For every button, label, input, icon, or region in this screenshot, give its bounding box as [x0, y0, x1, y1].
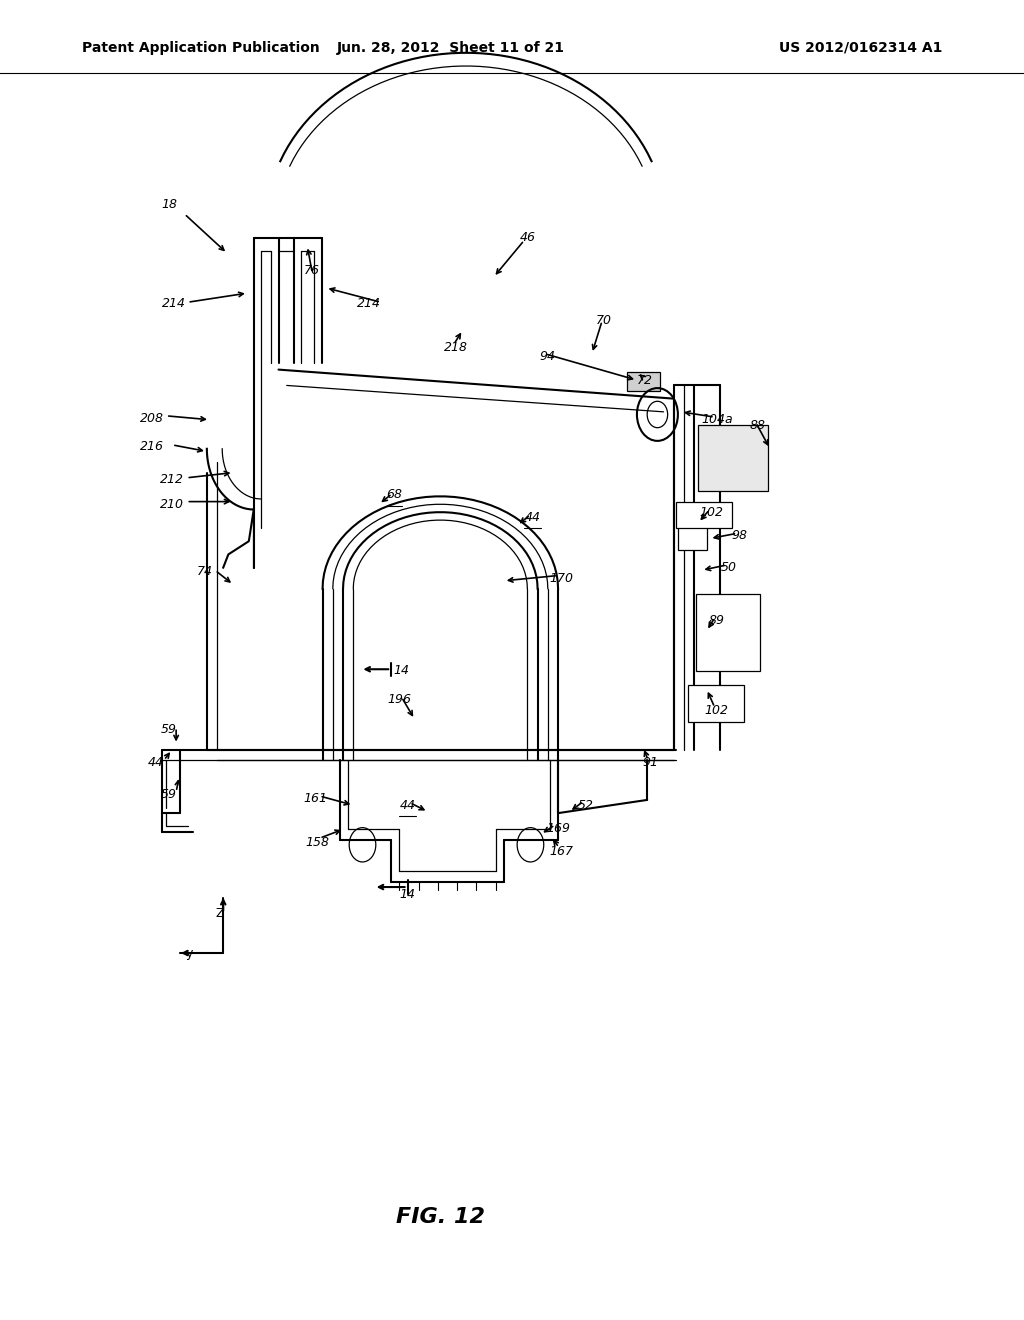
FancyBboxPatch shape: [696, 594, 760, 671]
Text: y: y: [185, 946, 194, 960]
Text: 14: 14: [399, 888, 416, 902]
Text: 46: 46: [519, 231, 536, 244]
Text: 59: 59: [161, 723, 177, 737]
Text: 158: 158: [305, 836, 330, 849]
Text: US 2012/0162314 A1: US 2012/0162314 A1: [778, 41, 942, 54]
Text: 210: 210: [160, 498, 184, 511]
FancyBboxPatch shape: [627, 372, 660, 391]
Text: Patent Application Publication: Patent Application Publication: [82, 41, 319, 54]
Text: 216: 216: [139, 440, 164, 453]
Text: 44: 44: [147, 756, 164, 770]
Text: 68: 68: [386, 488, 402, 502]
Text: 102: 102: [705, 704, 729, 717]
FancyBboxPatch shape: [678, 527, 707, 550]
FancyBboxPatch shape: [698, 425, 768, 491]
Text: 14: 14: [393, 664, 410, 677]
Text: 104a: 104a: [701, 413, 732, 426]
Text: 18: 18: [161, 198, 177, 211]
Text: Z: Z: [216, 907, 224, 920]
Text: 44: 44: [524, 511, 541, 524]
Text: 74: 74: [197, 565, 213, 578]
Text: 169: 169: [546, 822, 570, 836]
Text: 214: 214: [356, 297, 381, 310]
Text: 94: 94: [540, 350, 556, 363]
Text: Jun. 28, 2012  Sheet 11 of 21: Jun. 28, 2012 Sheet 11 of 21: [337, 41, 564, 54]
Text: 76: 76: [304, 264, 321, 277]
Text: 88: 88: [750, 418, 766, 432]
Text: 44: 44: [399, 799, 416, 812]
Text: 214: 214: [162, 297, 186, 310]
Text: 218: 218: [443, 341, 468, 354]
Text: 70: 70: [596, 314, 612, 327]
Text: 167: 167: [549, 845, 573, 858]
Text: 170: 170: [549, 572, 573, 585]
Text: 98: 98: [731, 529, 748, 543]
Text: 91: 91: [642, 756, 658, 770]
FancyBboxPatch shape: [676, 502, 732, 528]
Text: 89: 89: [709, 614, 725, 627]
Text: 59: 59: [161, 788, 177, 801]
Text: 208: 208: [139, 412, 164, 425]
Text: FIG. 12: FIG. 12: [396, 1206, 484, 1228]
Text: 52: 52: [578, 799, 594, 812]
Text: 212: 212: [160, 473, 184, 486]
Text: 161: 161: [303, 792, 328, 805]
FancyBboxPatch shape: [688, 685, 744, 722]
Text: 196: 196: [387, 693, 412, 706]
Text: 72: 72: [637, 374, 653, 387]
Text: 50: 50: [721, 561, 737, 574]
Text: 102: 102: [699, 506, 724, 519]
